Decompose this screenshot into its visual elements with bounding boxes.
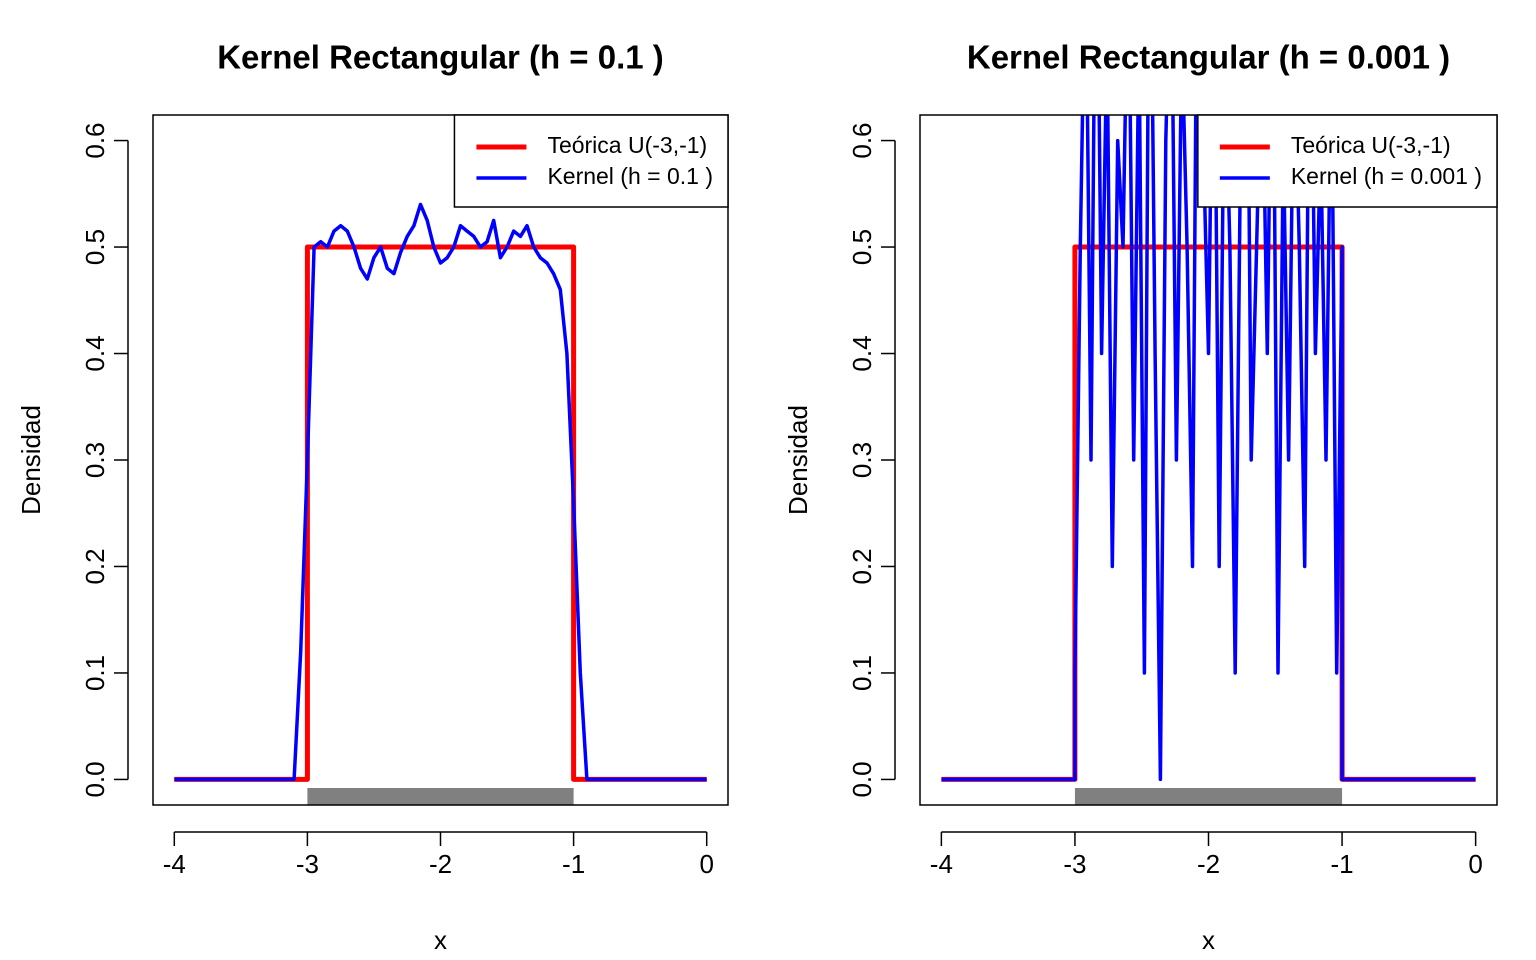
plot-area bbox=[941, 115, 1476, 805]
x-tick-label: -1 bbox=[1331, 849, 1354, 879]
legend-box bbox=[1197, 114, 1498, 208]
y-tick-label: 0.6 bbox=[80, 122, 110, 158]
y-tick-label: 0.2 bbox=[847, 548, 877, 584]
plot-area bbox=[174, 202, 707, 805]
legend-label: Teórica U(-3,-1) bbox=[1291, 132, 1451, 158]
y-axis-label: Densidad bbox=[783, 405, 813, 515]
x-tick-label: -3 bbox=[1063, 849, 1086, 879]
chart-title: Kernel Rectangular (h = 0.1 ) bbox=[217, 39, 664, 76]
y-tick-label: 0.3 bbox=[80, 442, 110, 478]
y-tick-label: 0.4 bbox=[80, 335, 110, 371]
y-tick-label: 0.0 bbox=[80, 761, 110, 797]
x-axis-label: x bbox=[1202, 925, 1215, 955]
x-tick-label: -2 bbox=[1197, 849, 1220, 879]
chart-title: Kernel Rectangular (h = 0.001 ) bbox=[967, 39, 1450, 76]
x-tick-label: -4 bbox=[163, 849, 186, 879]
legend-label: Kernel (h = 0.001 ) bbox=[1291, 163, 1482, 189]
y-tick-label: 0.3 bbox=[847, 442, 877, 478]
x-axis-label: x bbox=[434, 925, 447, 955]
y-tick-label: 0.5 bbox=[847, 229, 877, 265]
y-tick-label: 0.2 bbox=[80, 548, 110, 584]
legend-label: Teórica U(-3,-1) bbox=[547, 132, 707, 158]
y-tick-label: 0.6 bbox=[847, 122, 877, 158]
y-tick-label: 0.1 bbox=[80, 655, 110, 691]
line-series bbox=[174, 202, 707, 782]
x-tick-label: -2 bbox=[429, 849, 452, 879]
rug bbox=[307, 788, 574, 805]
x-tick-label: -4 bbox=[930, 849, 953, 879]
x-tick-label: 0 bbox=[1468, 849, 1482, 879]
line-series bbox=[174, 244, 707, 782]
y-tick-label: 0.1 bbox=[847, 655, 877, 691]
y-tick-label: 0.4 bbox=[847, 335, 877, 371]
x-tick-label: -1 bbox=[562, 849, 585, 879]
y-tick-label: 0.0 bbox=[847, 761, 877, 797]
panel: Kernel Rectangular (h = 0.001 ) x Densidad… bbox=[783, 39, 1498, 955]
plot-frame bbox=[152, 114, 729, 806]
x-tick-label: 0 bbox=[699, 849, 713, 879]
legend: Teórica U(-3,-1) Kernel (h = 0.1 ) bbox=[453, 114, 729, 208]
panel: Kernel Rectangular (h = 0.1 ) x Densidad -4… bbox=[16, 39, 729, 955]
legend: Teórica U(-3,-1) Kernel (h = 0.001 ) bbox=[1197, 114, 1498, 208]
y-axis-label: Densidad bbox=[16, 405, 46, 515]
x-tick-label: -3 bbox=[296, 849, 319, 879]
rug bbox=[1074, 788, 1343, 805]
y-tick-label: 0.5 bbox=[80, 229, 110, 265]
line-series bbox=[941, 115, 1476, 782]
legend-box bbox=[453, 114, 729, 208]
legend-label: Kernel (h = 0.1 ) bbox=[547, 163, 713, 189]
